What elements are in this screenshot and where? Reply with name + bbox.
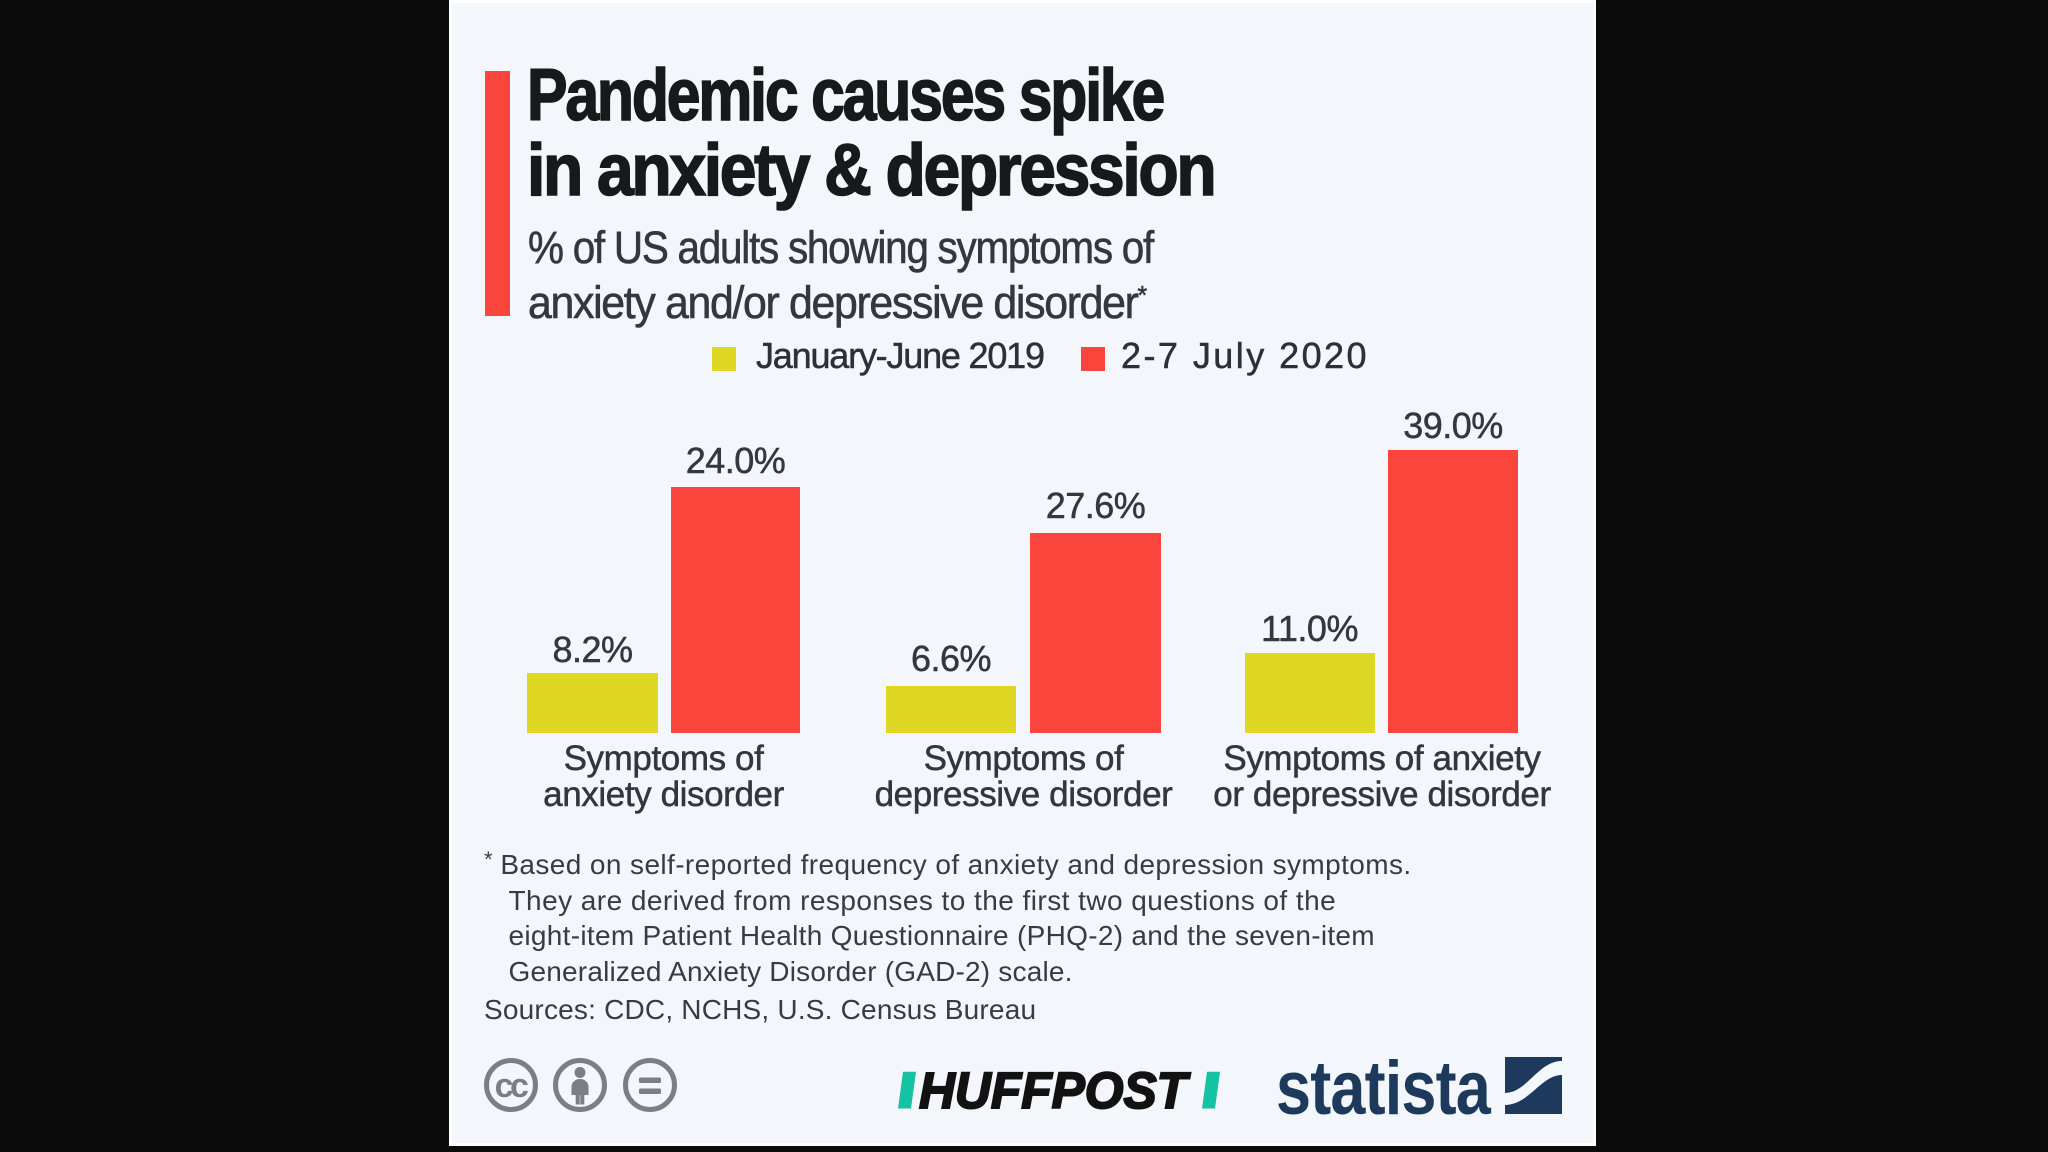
svg-text:HUFFPOST: HUFFPOST xyxy=(919,1062,1191,1119)
svg-text:cc: cc xyxy=(495,1067,528,1105)
svg-text:statista: statista xyxy=(1276,1046,1491,1131)
